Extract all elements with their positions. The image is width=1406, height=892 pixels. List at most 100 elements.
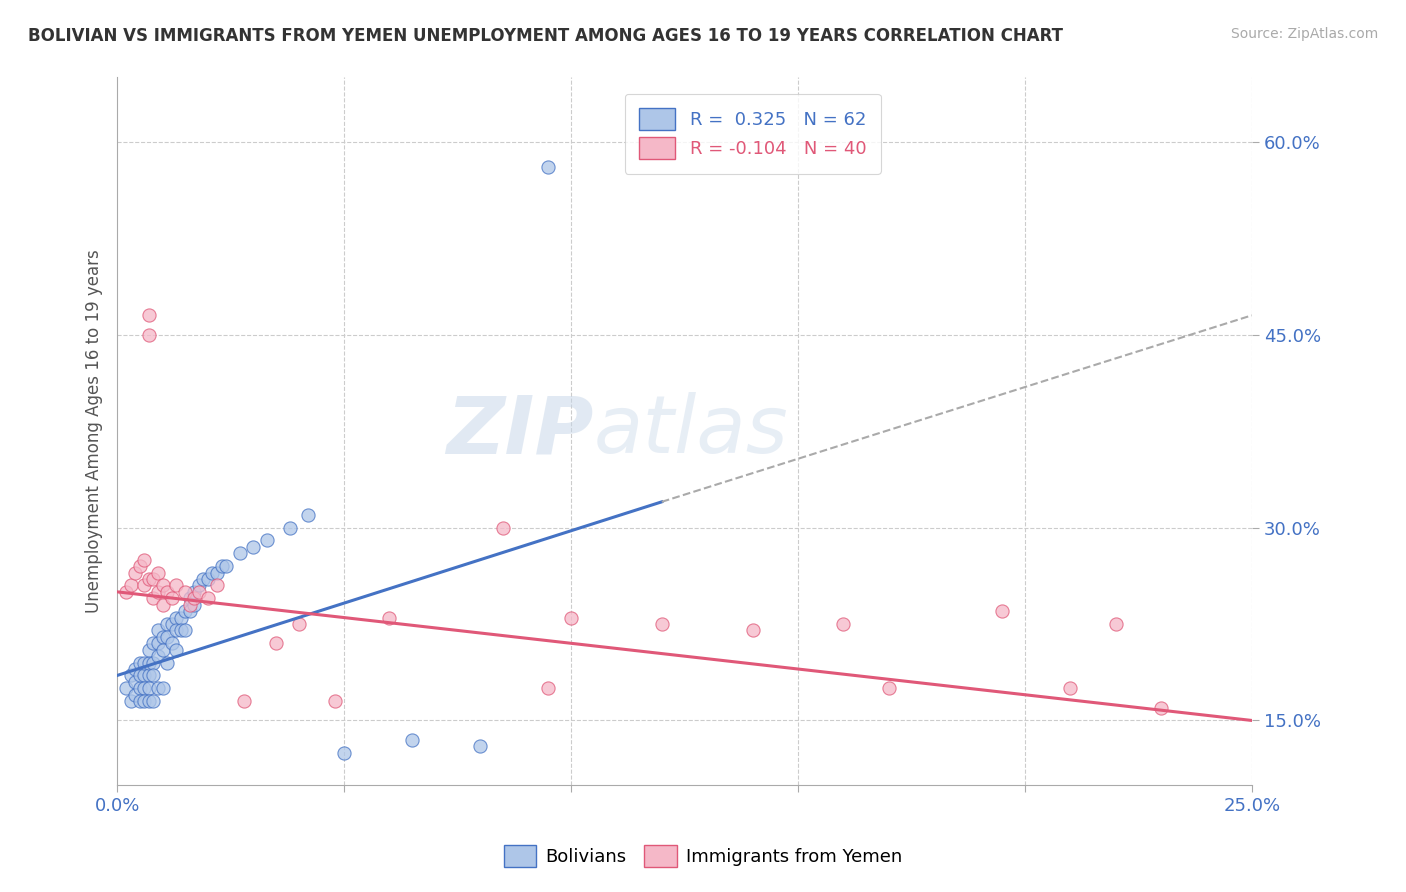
Point bbox=[134, 552, 156, 566]
Point bbox=[174, 585, 197, 599]
Point bbox=[138, 668, 160, 682]
Point bbox=[201, 566, 224, 580]
Point bbox=[205, 566, 228, 580]
Point bbox=[1059, 681, 1081, 696]
Point bbox=[146, 681, 169, 696]
Point bbox=[264, 636, 287, 650]
Point bbox=[537, 161, 560, 175]
Point bbox=[124, 662, 146, 676]
Point bbox=[115, 585, 138, 599]
Point bbox=[242, 540, 264, 554]
Point bbox=[179, 604, 201, 618]
Point bbox=[183, 598, 205, 612]
Point bbox=[128, 559, 150, 574]
Point bbox=[152, 681, 174, 696]
Point bbox=[146, 585, 169, 599]
Point bbox=[134, 694, 156, 708]
Point bbox=[138, 694, 160, 708]
Point bbox=[187, 585, 209, 599]
Point bbox=[120, 668, 142, 682]
Point bbox=[156, 585, 179, 599]
Point bbox=[124, 566, 146, 580]
Point bbox=[991, 604, 1014, 618]
Point bbox=[146, 624, 169, 638]
Point bbox=[146, 649, 169, 664]
Point bbox=[170, 624, 193, 638]
Point bbox=[142, 656, 165, 670]
Point bbox=[165, 578, 187, 592]
Point bbox=[152, 578, 174, 592]
Point bbox=[333, 746, 356, 760]
Point bbox=[287, 617, 309, 632]
Point bbox=[165, 610, 187, 624]
Point bbox=[128, 656, 150, 670]
Point bbox=[138, 309, 160, 323]
Point bbox=[215, 559, 238, 574]
Point bbox=[138, 681, 160, 696]
Point bbox=[156, 656, 179, 670]
Point bbox=[651, 617, 673, 632]
Point bbox=[179, 591, 201, 606]
Point bbox=[156, 630, 179, 644]
Point bbox=[323, 694, 346, 708]
Point bbox=[156, 617, 179, 632]
Point bbox=[233, 694, 256, 708]
Text: atlas: atlas bbox=[593, 392, 789, 470]
Point bbox=[741, 624, 763, 638]
Point bbox=[1150, 700, 1173, 714]
Y-axis label: Unemployment Among Ages 16 to 19 years: Unemployment Among Ages 16 to 19 years bbox=[86, 249, 103, 613]
Point bbox=[115, 681, 138, 696]
Text: Source: ZipAtlas.com: Source: ZipAtlas.com bbox=[1230, 27, 1378, 41]
Point bbox=[142, 668, 165, 682]
Point bbox=[537, 681, 560, 696]
Point bbox=[128, 668, 150, 682]
Point bbox=[134, 668, 156, 682]
Point bbox=[160, 636, 183, 650]
Point bbox=[120, 578, 142, 592]
Point bbox=[138, 327, 160, 342]
Point bbox=[170, 610, 193, 624]
Point bbox=[134, 681, 156, 696]
Point bbox=[197, 591, 219, 606]
Point bbox=[138, 656, 160, 670]
Point bbox=[193, 572, 215, 586]
Point bbox=[378, 610, 401, 624]
Point bbox=[124, 688, 146, 702]
Point bbox=[152, 598, 174, 612]
Point bbox=[134, 656, 156, 670]
Point bbox=[142, 572, 165, 586]
Point bbox=[256, 533, 278, 548]
Point bbox=[470, 739, 492, 754]
Point bbox=[146, 636, 169, 650]
Point bbox=[142, 636, 165, 650]
Point bbox=[138, 642, 160, 657]
Point bbox=[183, 585, 205, 599]
Point bbox=[183, 591, 205, 606]
Point bbox=[146, 566, 169, 580]
Point bbox=[165, 624, 187, 638]
Point bbox=[197, 572, 219, 586]
Point bbox=[278, 520, 301, 534]
Point bbox=[142, 694, 165, 708]
Point bbox=[187, 578, 209, 592]
Point bbox=[152, 630, 174, 644]
Point bbox=[124, 674, 146, 689]
Point bbox=[179, 598, 201, 612]
Legend: Bolivians, Immigrants from Yemen: Bolivians, Immigrants from Yemen bbox=[496, 838, 910, 874]
Legend: R =  0.325   N = 62, R = -0.104   N = 40: R = 0.325 N = 62, R = -0.104 N = 40 bbox=[624, 94, 880, 174]
Point bbox=[120, 694, 142, 708]
Point bbox=[174, 604, 197, 618]
Point bbox=[297, 508, 319, 522]
Point bbox=[160, 617, 183, 632]
Text: ZIP: ZIP bbox=[446, 392, 593, 470]
Point bbox=[877, 681, 900, 696]
Point bbox=[211, 559, 233, 574]
Point bbox=[128, 694, 150, 708]
Point bbox=[160, 591, 183, 606]
Point bbox=[832, 617, 855, 632]
Point bbox=[205, 578, 228, 592]
Point bbox=[229, 546, 252, 560]
Point bbox=[128, 681, 150, 696]
Point bbox=[134, 578, 156, 592]
Text: BOLIVIAN VS IMMIGRANTS FROM YEMEN UNEMPLOYMENT AMONG AGES 16 TO 19 YEARS CORRELA: BOLIVIAN VS IMMIGRANTS FROM YEMEN UNEMPL… bbox=[28, 27, 1063, 45]
